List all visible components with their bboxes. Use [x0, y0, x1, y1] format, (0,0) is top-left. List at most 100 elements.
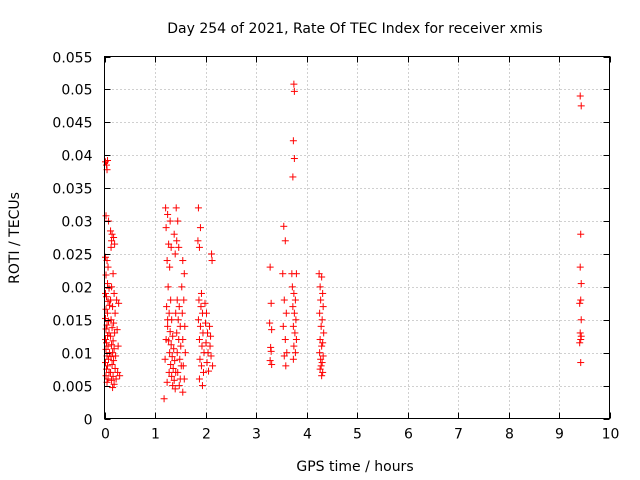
data-point: [195, 375, 203, 383]
data-point: [168, 353, 176, 361]
data-point: [167, 296, 175, 304]
data-point: [319, 289, 327, 297]
data-point: [108, 324, 116, 332]
data-point: [289, 322, 297, 330]
data-point: [282, 309, 290, 317]
data-point: [207, 332, 215, 340]
data-point: [169, 364, 177, 372]
data-point: [112, 352, 120, 360]
data-point: [170, 230, 178, 238]
data-point: [174, 368, 182, 376]
data-point: [175, 243, 183, 251]
x-axis-label: GPS time / hours: [296, 459, 413, 475]
data-point: [319, 368, 327, 376]
data-point: [316, 309, 324, 317]
data-point: [198, 382, 206, 390]
x-tick-label: 8: [505, 427, 514, 443]
data-point: [194, 316, 202, 324]
data-point: [164, 322, 172, 330]
data-point: [289, 303, 297, 311]
data-point: [209, 362, 217, 370]
data-point: [266, 319, 274, 327]
x-tick-label: 9: [555, 427, 564, 443]
data-point: [165, 368, 173, 376]
x-tick-label: 5: [353, 427, 362, 443]
data-point: [180, 270, 188, 278]
data-point: [195, 296, 203, 304]
data-point: [164, 283, 172, 291]
data-point: [196, 224, 204, 232]
data-point: [166, 328, 174, 336]
data-point: [177, 342, 185, 350]
x-tick-label: 1: [151, 427, 160, 443]
data-point: [106, 301, 114, 309]
data-point: [318, 316, 326, 324]
data-point: [107, 353, 115, 361]
data-point: [110, 380, 118, 388]
data-point: [167, 341, 175, 349]
data-point: [290, 289, 298, 297]
data-point: [289, 173, 297, 181]
y-tick-label: 0.02: [61, 281, 92, 297]
data-point: [104, 263, 112, 271]
data-point: [291, 349, 299, 357]
data-point: [267, 347, 275, 355]
data-point: [319, 339, 327, 347]
data-point: [176, 355, 184, 363]
data-point: [318, 342, 326, 350]
data-point: [180, 296, 188, 304]
data-point: [174, 217, 182, 225]
data-point: [279, 270, 287, 278]
data-point: [167, 243, 175, 251]
data-point: [199, 368, 207, 376]
data-point: [201, 299, 209, 307]
data-point: [113, 326, 121, 334]
data-point: [166, 349, 174, 357]
data-point: [266, 263, 274, 271]
y-axis-label: ROTI / TECUs: [7, 192, 23, 284]
data-point: [290, 155, 298, 163]
data-point: [108, 361, 116, 369]
data-point: [163, 257, 171, 265]
data-point: [109, 270, 117, 278]
data-point: [289, 355, 297, 363]
data-point: [290, 309, 298, 317]
data-point: [195, 336, 203, 344]
data-point: [170, 376, 178, 384]
data-point: [319, 303, 327, 311]
data-point: [171, 250, 179, 258]
data-point: [577, 316, 585, 324]
data-point: [195, 243, 203, 251]
data-point: [290, 80, 298, 88]
data-point: [166, 217, 174, 225]
data-point: [108, 341, 116, 349]
data-point: [204, 329, 212, 337]
data-point: [109, 384, 117, 392]
data-point: [160, 395, 168, 403]
data-point: [104, 156, 112, 164]
data-point: [162, 204, 170, 212]
data-point: [109, 303, 117, 311]
data-point: [203, 309, 211, 317]
data-point: [108, 376, 116, 384]
data-point: [108, 230, 116, 238]
data-point: [320, 329, 328, 337]
data-point: [164, 210, 172, 218]
data-points: [102, 80, 585, 403]
data-point: [282, 362, 290, 370]
data-point: [181, 322, 189, 330]
data-point: [292, 316, 300, 324]
y-tick-label: 0.03: [61, 215, 92, 231]
data-point: [197, 362, 205, 370]
data-point: [107, 227, 115, 235]
data-point: [202, 339, 210, 347]
data-point: [179, 336, 187, 344]
data-point: [108, 283, 116, 291]
y-tick-label: 0.04: [61, 149, 92, 165]
data-point: [280, 296, 288, 304]
data-point: [194, 237, 202, 245]
data-point: [281, 336, 289, 344]
data-point: [316, 349, 324, 357]
data-point: [108, 237, 116, 245]
grid-lines: [104, 56, 610, 419]
